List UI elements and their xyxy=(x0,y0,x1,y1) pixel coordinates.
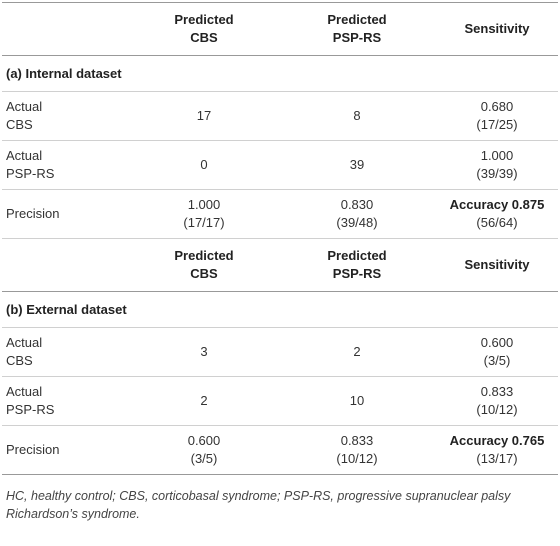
data-cell: 0.833 (10/12) xyxy=(436,376,558,426)
cell-text: Accuracy 0.875 xyxy=(449,197,545,212)
cell-text: (39/39) xyxy=(476,166,518,181)
data-cell: 0.600 (3/5) xyxy=(130,425,278,475)
data-row: Actual PSP-RS 0 39 1.000 (39/39) xyxy=(2,140,558,190)
table: Predicted CBS Predicted PSP-RS Sensitivity (a… xyxy=(2,2,558,475)
cell-text: 0.833 xyxy=(480,384,514,399)
data-cell: 0.680 (17/25) xyxy=(436,91,558,141)
cell-text: Actual xyxy=(6,148,43,163)
data-cell: Accuracy 0.875 (56/64) xyxy=(436,189,558,239)
data-cell: 0.600 (3/5) xyxy=(436,327,558,377)
cell-text: 1.000 xyxy=(187,197,221,212)
section-title: (b) External dataset xyxy=(2,291,558,328)
header-cell: Predicted CBS xyxy=(130,238,278,292)
cell-text: Predicted xyxy=(174,248,234,263)
cell-text: 3 xyxy=(200,344,208,359)
footnote: HC, healthy control; CBS, corticobasal s… xyxy=(6,489,511,521)
cell-text: 0.600 xyxy=(187,433,221,448)
header-cell: Sensitivity xyxy=(436,238,558,292)
row-label: Actual PSP-RS xyxy=(2,140,130,190)
data-cell: 8 xyxy=(278,91,436,141)
cell-text: Precision xyxy=(6,206,60,221)
cell-text: 0.680 xyxy=(480,99,514,114)
cell-text: 2 xyxy=(200,393,208,408)
cell-text: 1.000 xyxy=(480,148,514,163)
data-row: Actual CBS 17 8 0.680 (17/25) xyxy=(2,91,558,141)
data-cell: 10 xyxy=(278,376,436,426)
cell-text: PSP-RS xyxy=(332,30,382,45)
data-cell: 3 xyxy=(130,327,278,377)
header-cell xyxy=(2,238,130,292)
data-row: Actual CBS 3 2 0.600 (3/5) xyxy=(2,327,558,377)
data-row: Actual PSP-RS 2 10 0.833 (10/12) xyxy=(2,376,558,426)
row-label: Actual CBS xyxy=(2,91,130,141)
row-label: Actual PSP-RS xyxy=(2,376,130,426)
data-cell: 1.000 (39/39) xyxy=(436,140,558,190)
cell-text: (39/48) xyxy=(336,215,378,230)
cell-text: 10 xyxy=(349,393,365,408)
cell-text: 2 xyxy=(353,344,361,359)
data-cell: 39 xyxy=(278,140,436,190)
section-title-row: (a) Internal dataset xyxy=(2,55,558,92)
cell-text: Predicted xyxy=(327,12,387,27)
cell-text: Accuracy 0.765 xyxy=(449,433,545,448)
cell-text: (17/17) xyxy=(183,215,225,230)
cell-text: Sensitivity xyxy=(464,257,530,272)
cell-text: CBS xyxy=(190,266,218,281)
header-row: Predicted CBS Predicted PSP-RS Sensitivity xyxy=(2,2,558,56)
cell-text: Actual xyxy=(6,99,43,114)
cell-text: 0 xyxy=(200,157,208,172)
cell-text: 8 xyxy=(353,108,361,123)
header-cell: Predicted PSP-RS xyxy=(278,238,436,292)
cell-text: Precision xyxy=(6,442,60,457)
cell-text: 0.833 xyxy=(340,433,374,448)
section-title: (a) Internal dataset xyxy=(2,55,558,92)
cell-text: (13/17) xyxy=(476,451,518,466)
cell-text: PSP-RS xyxy=(6,402,55,417)
table-container: Predicted CBS Predicted PSP-RS Sensitivity (a… xyxy=(2,2,558,523)
cell-text: (10/12) xyxy=(476,402,518,417)
cell-text: PSP-RS xyxy=(6,166,55,181)
cell-text: CBS xyxy=(190,30,218,45)
cell-text: 0.600 xyxy=(480,335,514,350)
row-label: Precision xyxy=(2,189,130,239)
cell-text: 39 xyxy=(349,157,365,172)
data-row: Precision 1.000 (17/17) 0.830 (39/48) Accurac… xyxy=(2,189,558,239)
cell-text: PSP-RS xyxy=(332,266,382,281)
section-title-row: (b) External dataset xyxy=(2,291,558,328)
cell-text: (3/5) xyxy=(190,451,218,466)
header-cell xyxy=(2,2,130,56)
cell-text: Predicted xyxy=(174,12,234,27)
row-label: Precision xyxy=(2,425,130,475)
cell-text: (10/12) xyxy=(336,451,378,466)
cell-text: Actual xyxy=(6,384,43,399)
data-cell: 0 xyxy=(130,140,278,190)
data-cell: 0.833 (10/12) xyxy=(278,425,436,475)
header-cell: Sensitivity xyxy=(436,2,558,56)
cell-text: (56/64) xyxy=(476,215,518,230)
data-cell: Accuracy 0.765 (13/17) xyxy=(436,425,558,475)
cell-text: CBS xyxy=(6,353,33,368)
data-cell: 1.000 (17/17) xyxy=(130,189,278,239)
data-cell: 2 xyxy=(130,376,278,426)
data-cell: 17 xyxy=(130,91,278,141)
cell-text: CBS xyxy=(6,117,33,132)
header-row: Predicted CBS Predicted PSP-RS Sensitivity xyxy=(2,238,558,292)
cell-text: Actual xyxy=(6,335,43,350)
cell-text: 0.830 xyxy=(340,197,374,212)
data-cell: 0.830 (39/48) xyxy=(278,189,436,239)
cell-text: Predicted xyxy=(327,248,387,263)
cell-text: Sensitivity xyxy=(464,21,530,36)
cell-text: (17/25) xyxy=(476,117,518,132)
data-row: Precision 0.600 (3/5) 0.833 (10/12) Accuracy … xyxy=(2,425,558,475)
row-label: Actual CBS xyxy=(2,327,130,377)
cell-text: (3/5) xyxy=(483,353,511,368)
header-cell: Predicted PSP-RS xyxy=(278,2,436,56)
data-cell: 2 xyxy=(278,327,436,377)
cell-text: 17 xyxy=(196,108,212,123)
header-cell: Predicted CBS xyxy=(130,2,278,56)
